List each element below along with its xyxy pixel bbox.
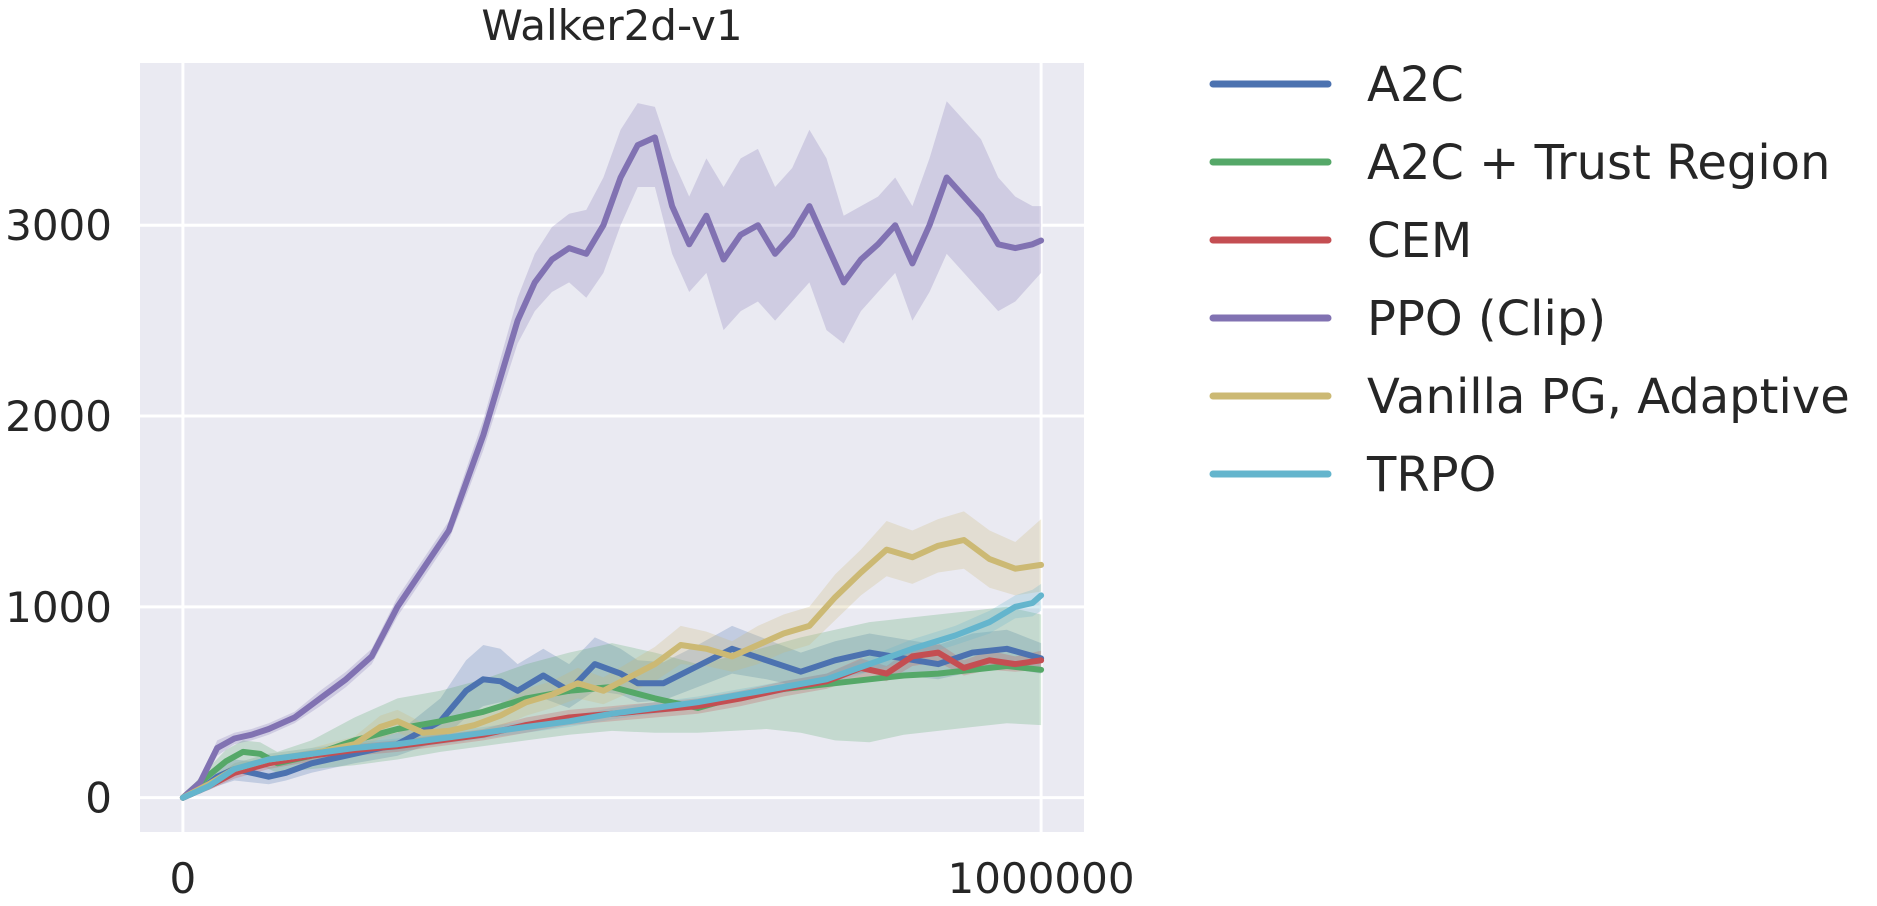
series-band <box>182 625 1042 798</box>
legend-label: PPO (Clip) <box>1367 291 1606 347</box>
plot-background <box>140 63 1084 832</box>
series-line <box>179 592 1045 801</box>
legend-label: CEM <box>1367 213 1472 269</box>
legend-label: Vanilla PG, Adaptive <box>1367 369 1850 425</box>
legend: A2C A2C + Trust Region CEM PPO (Clip) Vanill… <box>1209 57 1850 503</box>
series-band <box>182 101 1042 798</box>
chart-title: Walker2d-v1 <box>481 1 742 50</box>
series-band <box>182 606 1042 798</box>
legend-label: TRPO <box>1366 447 1496 503</box>
y-tick-label: 0 <box>85 774 112 823</box>
series-line <box>179 537 1045 801</box>
y-tick-label: 2000 <box>5 392 112 441</box>
series-line <box>179 134 1045 801</box>
legend-label: A2C <box>1367 57 1464 113</box>
y-tick-label: 1000 <box>5 583 112 632</box>
legend-label: A2C + Trust Region <box>1367 135 1830 191</box>
y-tick-label: 3000 <box>5 201 112 250</box>
x-tick-label: 1000000 <box>948 854 1135 903</box>
line-layer <box>179 134 1045 801</box>
tick-layer: 0 1000 2000 3000 0 1000000 <box>5 201 1135 903</box>
series-line <box>179 645 1045 801</box>
x-tick-label: 0 <box>170 854 197 903</box>
grid-layer <box>140 63 1084 832</box>
